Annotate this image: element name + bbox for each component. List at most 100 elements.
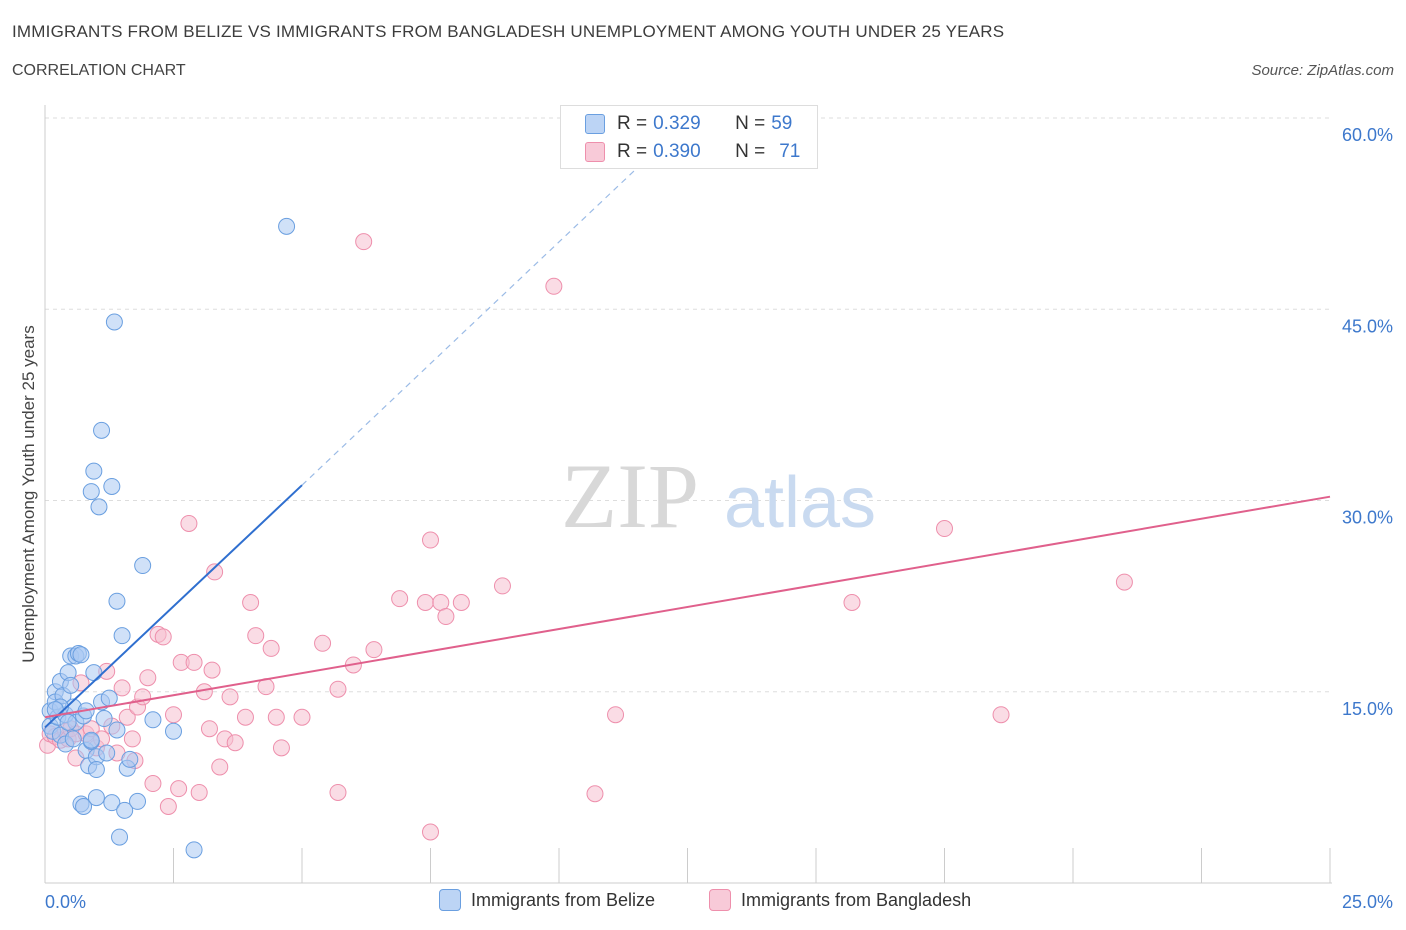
legend-item-belize: Immigrants from Belize: [439, 889, 655, 911]
point-bangladesh: [203, 661, 221, 679]
point-belize: [87, 761, 105, 779]
point-belize: [116, 801, 134, 819]
point-bangladesh: [159, 798, 177, 815]
point-bangladesh: [211, 758, 229, 776]
y-tick-label: 15.0%: [1342, 699, 1393, 719]
point-bangladesh: [267, 708, 285, 726]
point-bangladesh: [329, 680, 347, 698]
legend-item-bangladesh: Immigrants from Bangladesh: [709, 889, 971, 911]
point-belize: [59, 713, 77, 731]
point-belize: [278, 217, 296, 235]
point-belize: [108, 721, 126, 739]
point-bangladesh: [452, 594, 470, 611]
point-belize: [165, 722, 182, 740]
legend-n-value: 71: [779, 141, 801, 162]
trend-line-belize-extension: [301, 168, 637, 486]
series-belize-points: [41, 217, 296, 859]
legend-n-label: N =: [735, 141, 766, 162]
legend-row-belize: R = 0.329 N = 59: [585, 112, 792, 136]
point-belize: [64, 730, 82, 748]
point-belize: [129, 792, 147, 810]
legend-r-value: 0.390: [653, 141, 701, 162]
point-bangladesh: [437, 608, 455, 626]
point-bangladesh: [165, 706, 182, 724]
point-belize: [72, 646, 90, 664]
point-bangladesh: [170, 780, 188, 798]
point-bangladesh: [1115, 573, 1133, 591]
series-legend: Immigrants from Belize Immigrants from B…: [0, 889, 1406, 915]
point-bangladesh: [314, 634, 332, 652]
y-tick-label: 60.0%: [1342, 125, 1393, 145]
point-bangladesh: [144, 775, 162, 793]
trend-line-bangladesh: [44, 495, 1331, 719]
correlation-legend: R = 0.329 N = 59 R = 0.390 N = 71: [560, 105, 818, 169]
point-bangladesh: [272, 739, 290, 757]
point-bangladesh: [992, 706, 1010, 724]
point-bangladesh: [422, 531, 439, 549]
gridlines: [45, 117, 1330, 693]
point-bangladesh: [936, 520, 953, 538]
point-belize: [98, 744, 116, 762]
point-belize: [62, 676, 80, 694]
legend-swatch-belize: [439, 889, 461, 911]
point-bangladesh: [200, 720, 218, 738]
point-belize: [87, 789, 105, 807]
point-bangladesh: [545, 277, 563, 295]
legend-r-label: R =: [617, 113, 648, 134]
point-belize: [75, 798, 93, 815]
point-bangladesh: [185, 653, 203, 671]
legend-n-value: 59: [771, 113, 793, 134]
x-tick-label-max: 25.0%: [1342, 892, 1393, 912]
point-bangladesh: [365, 641, 383, 659]
point-belize: [103, 477, 121, 495]
point-bangladesh: [262, 639, 280, 657]
legend-r-label: R =: [617, 141, 648, 162]
point-belize: [82, 731, 100, 749]
point-belize: [113, 627, 131, 645]
legend-swatch-belize: [585, 114, 605, 134]
legend-row-bangladesh: R = 0.390 N = 71: [585, 140, 800, 164]
point-belize: [82, 483, 100, 501]
tick-labels: 15.0% 30.0% 45.0% 60.0% 0.0% 25.0%: [45, 125, 1393, 912]
point-belize: [134, 557, 152, 575]
point-belize: [93, 421, 111, 439]
point-bangladesh: [113, 679, 131, 697]
point-bangladesh: [242, 594, 260, 611]
point-belize: [90, 498, 108, 516]
legend-swatch-bangladesh: [709, 889, 731, 911]
point-bangladesh: [843, 594, 861, 611]
chart-title: IMMIGRANTS FROM BELIZE VS IMMIGRANTS FRO…: [12, 22, 1005, 41]
point-bangladesh: [226, 734, 244, 752]
point-bangladesh: [422, 823, 439, 841]
point-belize: [121, 750, 139, 768]
point-bangladesh: [118, 708, 136, 726]
point-bangladesh: [139, 669, 157, 687]
point-bangladesh: [154, 628, 172, 646]
point-bangladesh: [247, 627, 265, 645]
point-bangladesh: [586, 785, 604, 803]
legend-label-bangladesh: Immigrants from Bangladesh: [741, 889, 972, 910]
point-belize: [105, 313, 123, 331]
y-tick-label: 30.0%: [1342, 508, 1393, 528]
point-bangladesh: [221, 688, 239, 706]
point-belize: [95, 710, 113, 728]
point-bangladesh: [607, 706, 625, 724]
point-bangladesh: [329, 783, 347, 801]
point-bangladesh: [355, 233, 373, 251]
point-bangladesh: [493, 577, 511, 595]
legend-n-label: N =: [735, 113, 766, 134]
point-belize: [103, 794, 121, 812]
point-bangladesh: [236, 708, 254, 726]
point-bangladesh: [206, 563, 224, 581]
point-belize: [100, 689, 118, 707]
chart-subtitle: CORRELATION CHART: [12, 62, 186, 79]
legend-r-value: 0.329: [653, 113, 701, 134]
point-bangladesh: [416, 594, 434, 611]
point-belize: [85, 664, 103, 682]
watermark: ZIP atlas: [561, 445, 876, 547]
y-tick-label: 45.0%: [1342, 316, 1393, 336]
point-belize: [111, 828, 129, 846]
legend-label-belize: Immigrants from Belize: [471, 889, 656, 910]
point-belize: [185, 841, 203, 859]
